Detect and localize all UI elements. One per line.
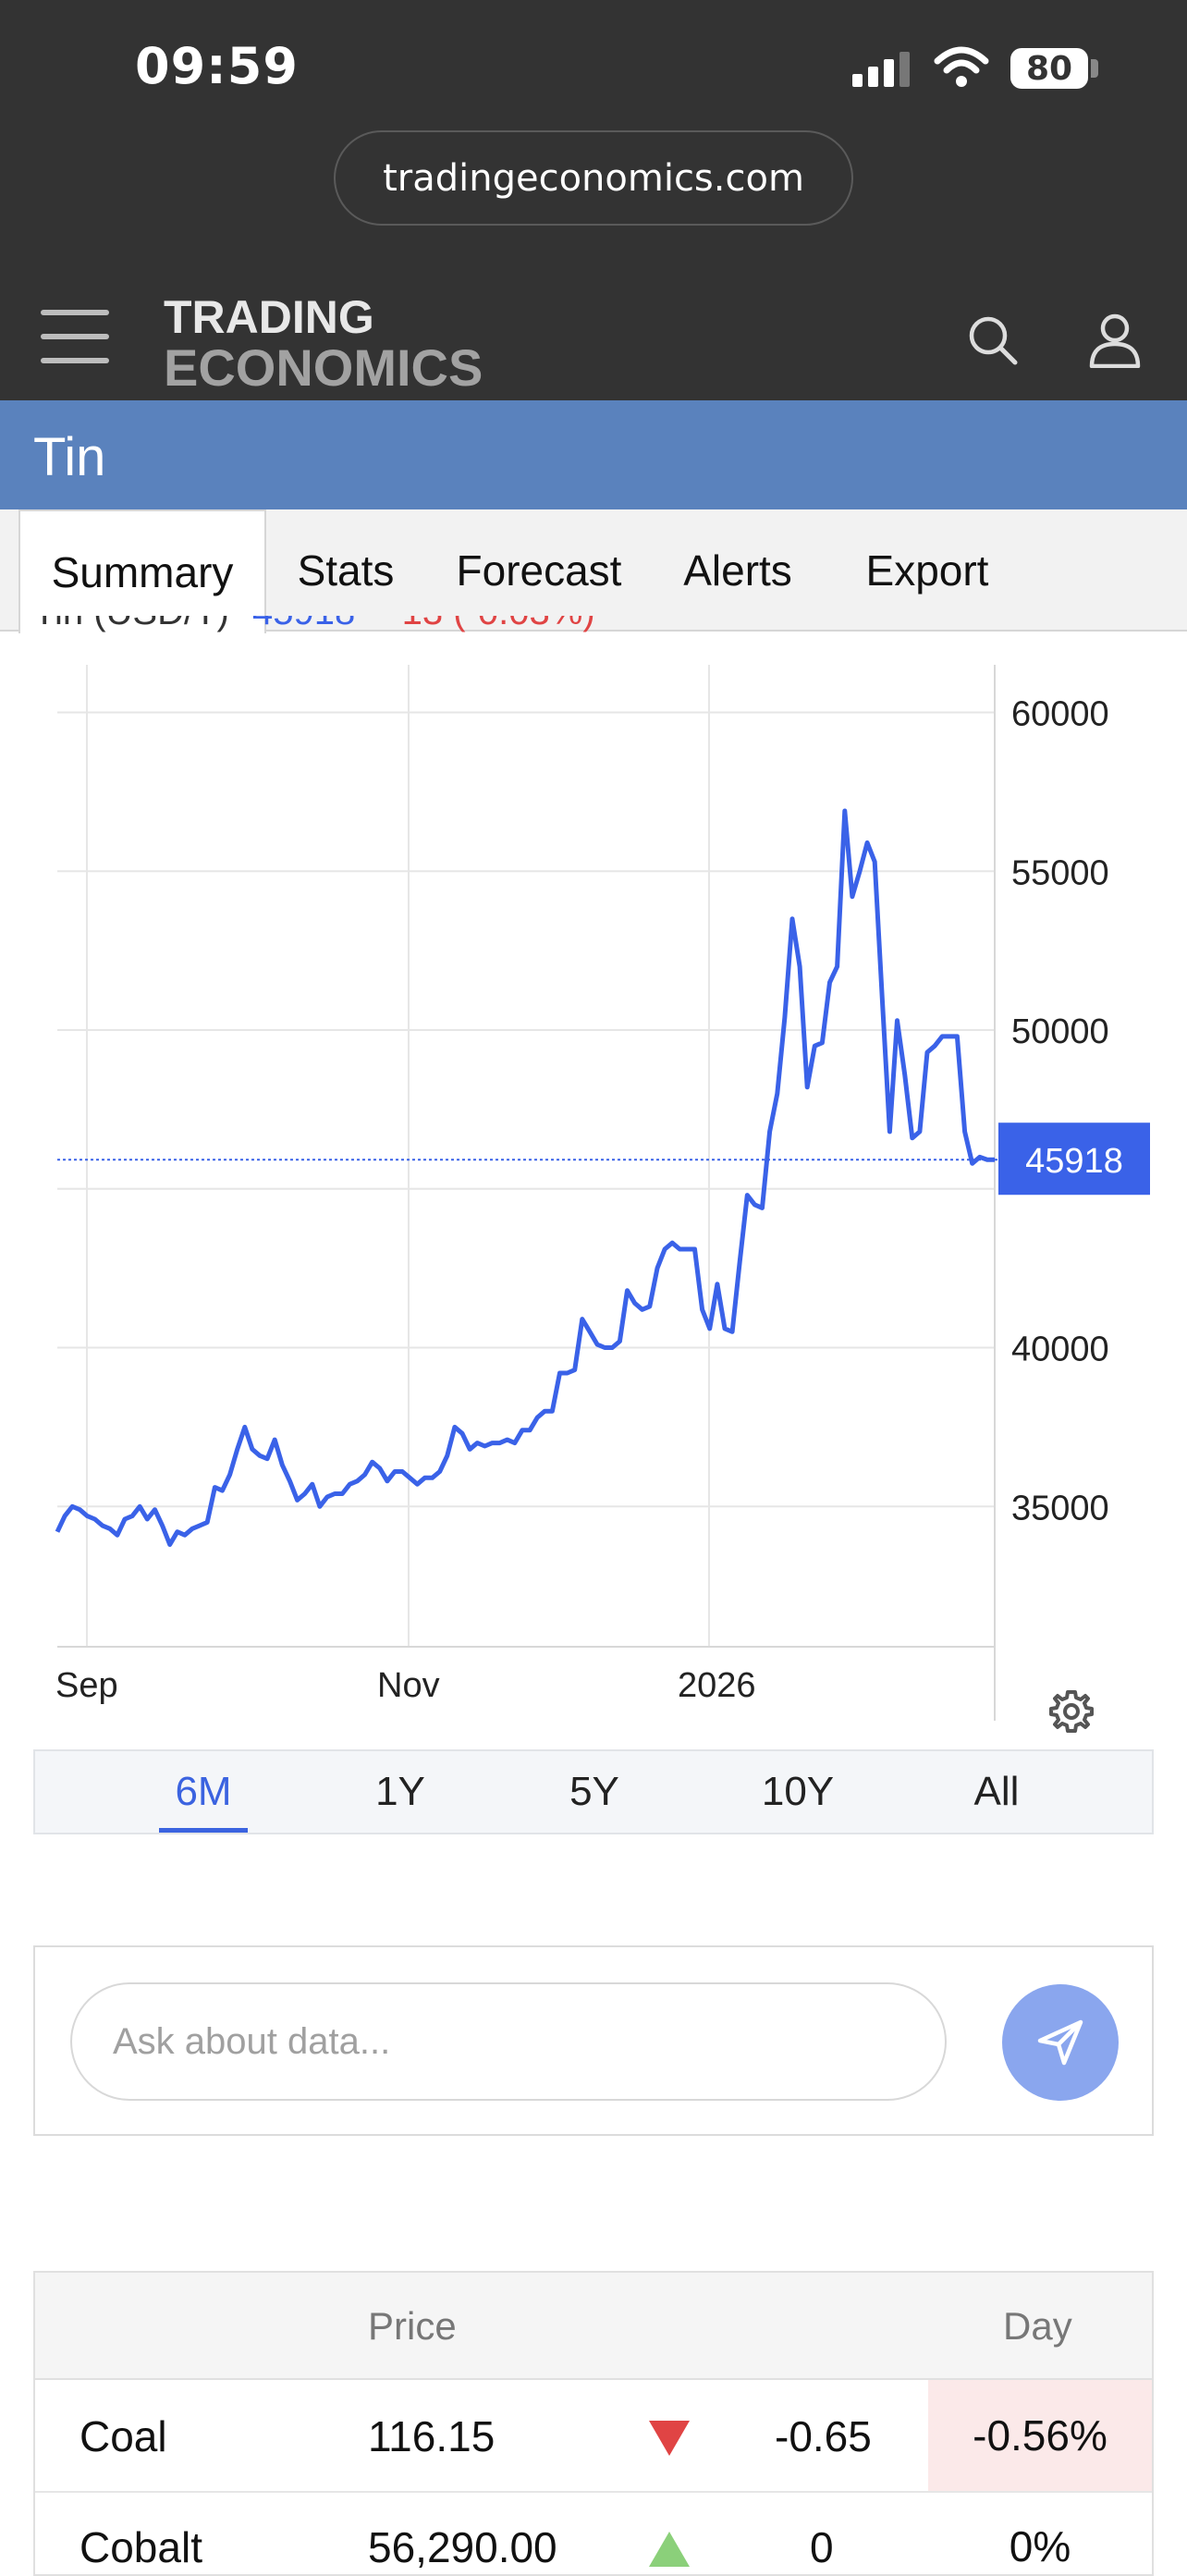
range-1y-label: 1Y: [375, 1769, 425, 1814]
tab-export-label: Export: [865, 546, 989, 595]
current-value-badge: [998, 1122, 1150, 1196]
tab-forecast-label: Forecast: [456, 546, 622, 595]
range-6m-label: 6M: [175, 1769, 232, 1814]
tab-summary-label: Summary: [51, 548, 234, 596]
header-price: Price: [368, 2304, 457, 2348]
range-6m-button[interactable]: 6M: [153, 1751, 253, 1833]
range-all-label: All: [973, 1769, 1020, 1814]
legend-series-name: Tin (USD/T): [33, 616, 229, 632]
legend-change: -13 (-0.03%): [389, 616, 594, 632]
row-pct-change: 0%: [928, 2491, 1152, 2574]
row-change: 0: [810, 2523, 834, 2571]
user-account-icon[interactable]: [1089, 313, 1141, 368]
table-row[interactable]: Coal 116.15 -0.65 -0.56%: [35, 2380, 1152, 2493]
send-button[interactable]: [1002, 1984, 1119, 2101]
range-10y-button[interactable]: 10Y: [747, 1751, 849, 1833]
tab-forecast[interactable]: Forecast: [434, 509, 643, 632]
y-tick-label: 60000: [1011, 695, 1109, 734]
price-series-line: [55, 808, 995, 1547]
tab-stats[interactable]: Stats: [275, 509, 416, 632]
y-tick-label: 55000: [1011, 853, 1109, 892]
down-arrow-icon: [649, 2421, 690, 2456]
url-bar[interactable]: tradingeconomics.com: [334, 130, 853, 226]
row-pct-change: -0.56%: [928, 2380, 1152, 2491]
price-chart[interactable]: 35000 40000 50000 55000 60000 Sep Nov 2026 45918: [33, 632, 1154, 1834]
row-change: -0.65: [775, 2412, 872, 2460]
browser-chrome: 09:59 80 tradingeconomics.com TRADING EC…: [0, 0, 1187, 400]
cellular-signal-icon: [852, 52, 910, 87]
header-day: Day: [1003, 2304, 1072, 2348]
page-title-band: Tin: [0, 400, 1187, 509]
tab-export[interactable]: Export: [841, 509, 1013, 632]
y-tick-label: 50000: [1011, 1012, 1109, 1051]
chart-svg: 35000 40000 50000 55000 60000 Sep Nov 2026 45918: [55, 665, 1150, 1721]
logo-line-1: TRADING: [164, 291, 374, 343]
battery-indicator: 80: [1010, 48, 1088, 89]
chart-legend: Tin (USD/T) 45918 -13 (-0.03%): [33, 616, 680, 644]
row-name[interactable]: Cobalt: [80, 2523, 202, 2571]
wifi-icon: [934, 46, 989, 87]
page-title: Tin: [33, 427, 106, 487]
x-tick-label: Nov: [377, 1666, 440, 1705]
search-icon[interactable]: [967, 314, 1019, 366]
ask-panel: [33, 1945, 1154, 2136]
battery-tip: [1091, 59, 1098, 78]
range-1y-button[interactable]: 1Y: [359, 1751, 442, 1833]
range-5y-button[interactable]: 5Y: [553, 1751, 636, 1833]
ask-input[interactable]: [70, 1982, 947, 2101]
status-time: 09:59: [135, 37, 299, 95]
chart-settings-gear-icon[interactable]: [1048, 1688, 1095, 1735]
url-text: tradingeconomics.com: [383, 156, 804, 200]
send-icon: [1037, 2019, 1083, 2066]
range-10y-label: 10Y: [761, 1769, 835, 1814]
range-selector: 6M 1Y 5Y 10Y All: [33, 1749, 1154, 1834]
y-tick-label: 40000: [1011, 1331, 1109, 1369]
range-all-button[interactable]: All: [960, 1751, 1034, 1833]
table-header: Price Day: [35, 2273, 1152, 2380]
x-tick-label: Sep: [55, 1666, 118, 1705]
legend-value: 45918: [252, 616, 355, 632]
table-row[interactable]: Cobalt 56,290.00 0 0%: [35, 2491, 1152, 2574]
current-value-label: 45918: [1025, 1142, 1123, 1181]
tab-summary[interactable]: Summary: [18, 509, 266, 633]
logo-line-2: ECONOMICS: [164, 338, 483, 397]
row-pct-text: 0%: [1009, 2522, 1071, 2570]
tab-alerts-label: Alerts: [683, 546, 792, 595]
row-pct-text: -0.56%: [973, 2411, 1107, 2459]
site-logo[interactable]: TRADING ECONOMICS: [164, 291, 483, 397]
row-name[interactable]: Coal: [80, 2412, 167, 2460]
up-arrow-icon: [649, 2532, 690, 2567]
range-5y-label: 5Y: [569, 1769, 619, 1814]
menu-icon[interactable]: [41, 310, 109, 363]
commodities-table: Price Day Coal 116.15 -0.65 -0.56% Cobal…: [33, 2271, 1154, 2576]
y-tick-label: 35000: [1011, 1489, 1109, 1527]
tab-bar: Summary Stats Forecast Alerts Export: [0, 509, 1187, 633]
tab-stats-label: Stats: [297, 546, 395, 595]
tab-alerts[interactable]: Alerts: [662, 509, 814, 632]
row-price: 56,290.00: [368, 2523, 557, 2571]
x-tick-label: 2026: [678, 1666, 756, 1705]
row-price: 116.15: [368, 2412, 496, 2460]
